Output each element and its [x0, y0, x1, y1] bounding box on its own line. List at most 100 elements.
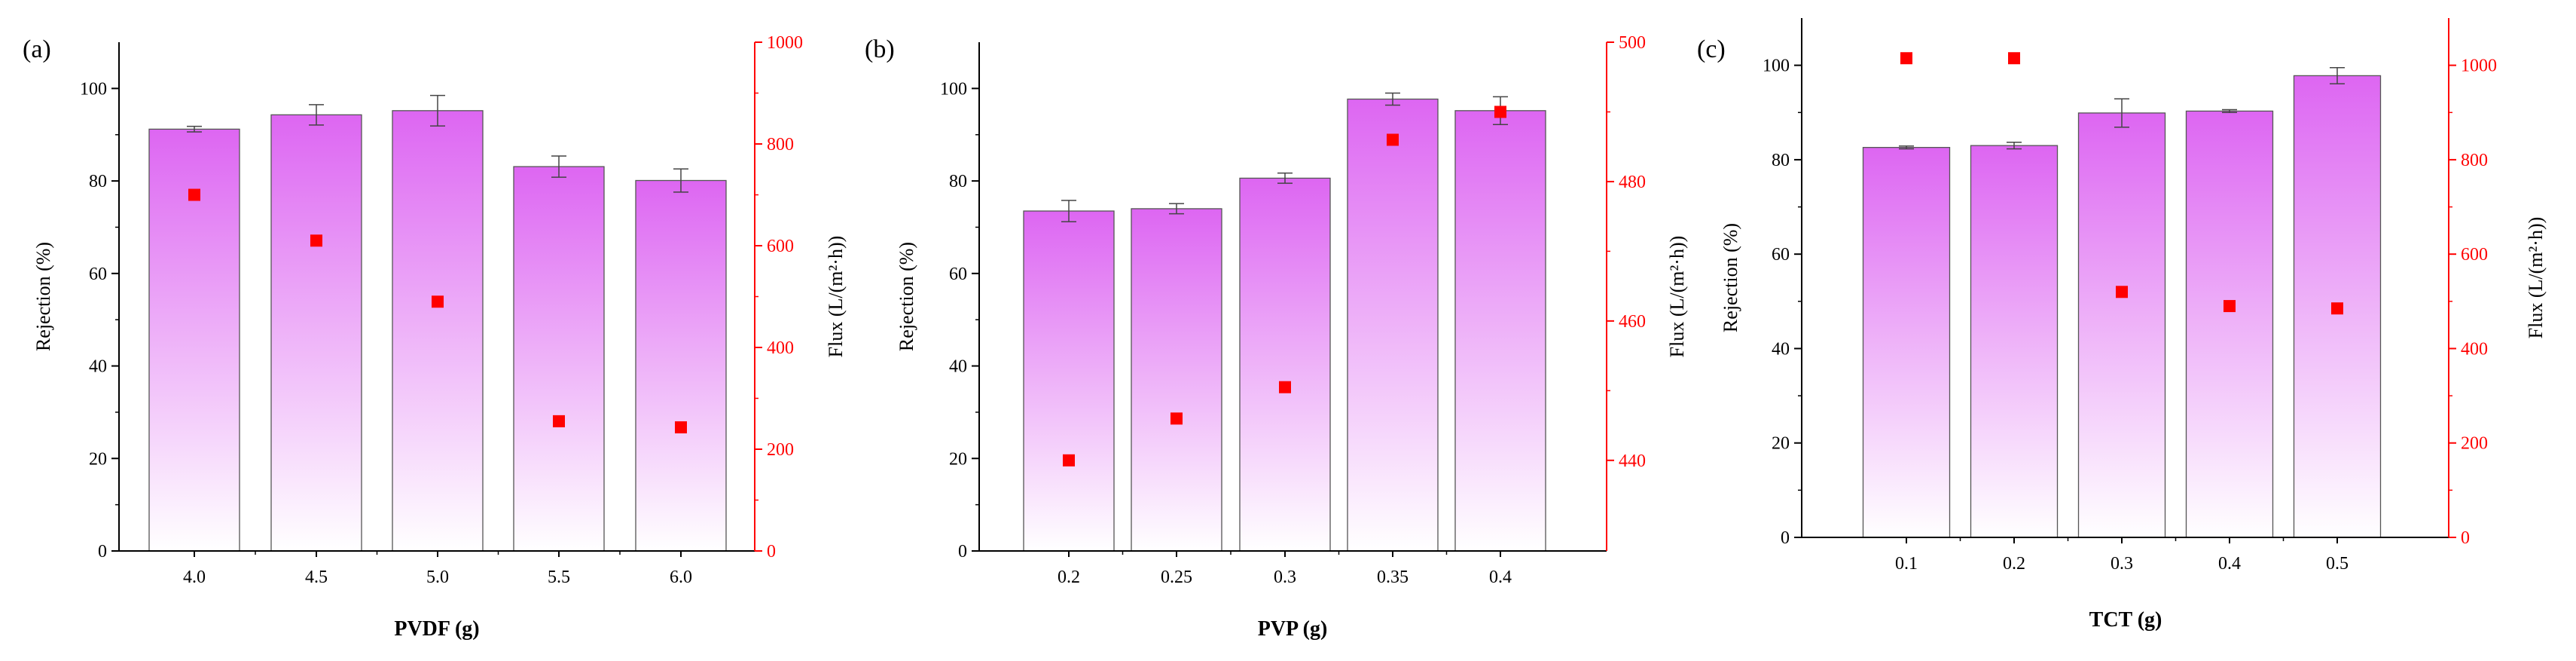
- error-bar: [2007, 141, 2022, 150]
- y2-tick-label: 200: [2461, 434, 2488, 454]
- flux-point: [1170, 412, 1183, 425]
- flux-point: [1387, 133, 1399, 146]
- x-tick-label: 5.5: [548, 568, 570, 587]
- y-tick-label: 20: [1772, 434, 1790, 454]
- flux-point: [2116, 286, 2128, 298]
- y-axis-title: Rejection (%): [896, 242, 917, 351]
- error-bar: [2330, 67, 2345, 84]
- y2-axis-title: Flux (L/(m²·h)): [2525, 217, 2547, 339]
- y2-axis-title: Flux (L/(m²·h)): [825, 236, 847, 358]
- y2-axis-title: Flux (L/(m²·h)): [1666, 236, 1688, 358]
- flux-point: [1063, 454, 1075, 467]
- error-bar: [187, 125, 202, 133]
- error-bar: [1277, 172, 1293, 184]
- y2-tick-label: 800: [2461, 151, 2488, 170]
- y2-tick-label: 800: [767, 135, 794, 155]
- flux-point: [2008, 52, 2020, 65]
- rejection-bar: [513, 166, 605, 552]
- flux-point: [1279, 381, 1291, 393]
- flux-point: [432, 295, 444, 308]
- chart-panel-2: 0 20 40 60 80 100 440 460 480 500 0.2 0.25 0.3 0.35 0.…: [865, 33, 1688, 641]
- x-tick-label: 4.0: [183, 568, 206, 587]
- flux-point: [675, 421, 687, 433]
- y-tick-label: 60: [1772, 245, 1790, 265]
- error-bar: [1169, 203, 1184, 215]
- flux-point: [188, 188, 200, 201]
- y2-tick-label: 1000: [767, 33, 803, 53]
- y-tick-label: 80: [89, 172, 107, 191]
- y-tick-label: 60: [89, 265, 107, 284]
- x-tick-label: 0.25: [1161, 568, 1192, 587]
- rejection-bar: [1239, 177, 1331, 552]
- y-tick-label: 40: [89, 357, 107, 377]
- y2-tick-label: 400: [767, 338, 794, 358]
- panel-label: (a): [23, 35, 51, 63]
- rejection-bar: [2077, 112, 2166, 538]
- x-axis-title: PVDF (g): [394, 617, 479, 641]
- y-tick-label: 0: [958, 542, 967, 562]
- rejection-bar: [1023, 210, 1115, 552]
- y2-tick-label: 0: [767, 542, 776, 562]
- y2-tick-label: 400: [2461, 339, 2488, 359]
- flux-point: [553, 415, 565, 427]
- x-tick-label: 0.4: [2218, 554, 2241, 574]
- y-tick-label: 80: [949, 172, 967, 191]
- rejection-bar: [2185, 110, 2274, 538]
- error-bar: [1899, 145, 1914, 150]
- rejection-bar: [1862, 146, 1951, 538]
- flux-point: [1900, 52, 1912, 65]
- y2-tick-label: 440: [1619, 451, 1646, 471]
- x-axis-title: PVP (g): [1258, 617, 1328, 641]
- y-tick-label: 0: [98, 542, 107, 562]
- y-tick-label: 40: [949, 357, 967, 377]
- x-tick-label: 6.0: [670, 568, 692, 587]
- x-tick-label: 0.4: [1489, 568, 1512, 587]
- y-tick-label: 40: [1772, 339, 1790, 359]
- x-tick-label: 0.2: [1058, 568, 1080, 587]
- error-bar: [1385, 92, 1400, 106]
- rejection-bar: [635, 179, 727, 552]
- rejection-bar: [1970, 145, 2059, 538]
- rejection-bar: [1347, 98, 1439, 552]
- x-tick-label: 0.35: [1377, 568, 1409, 587]
- y2-tick-label: 460: [1619, 312, 1646, 332]
- y-tick-label: 0: [1781, 528, 1790, 548]
- rejection-bar: [392, 110, 484, 552]
- x-tick-label: 4.5: [305, 568, 328, 587]
- x-tick-label: 0.2: [2003, 554, 2025, 574]
- y-tick-label: 100: [940, 79, 967, 99]
- error-bar: [1061, 200, 1076, 222]
- x-tick-label: 0.1: [1895, 554, 1918, 574]
- flux-point: [2223, 300, 2236, 313]
- error-bar: [430, 94, 445, 127]
- rejection-bar: [1131, 208, 1222, 552]
- y2-tick-label: 480: [1619, 173, 1646, 192]
- y2-tick-label: 1000: [2461, 57, 2497, 76]
- y-tick-label: 20: [89, 449, 107, 469]
- y2-tick-label: 200: [767, 440, 794, 460]
- panel-label: (b): [865, 35, 895, 63]
- flux-point: [2331, 302, 2343, 315]
- y-tick-label: 60: [949, 265, 967, 284]
- error-bar: [2114, 98, 2129, 128]
- x-axis-title: TCT (g): [2089, 608, 2162, 632]
- error-bar: [673, 168, 688, 193]
- error-bar: [2222, 109, 2237, 114]
- error-bar: [551, 155, 566, 178]
- flux-point: [1494, 106, 1506, 118]
- y-tick-label: 20: [949, 449, 967, 469]
- y-tick-label: 100: [80, 79, 107, 99]
- y2-tick-label: 600: [767, 237, 794, 256]
- y2-tick-label: 500: [1619, 33, 1646, 53]
- y-tick-label: 80: [1772, 151, 1790, 170]
- error-bar: [309, 104, 324, 126]
- flux-point: [310, 234, 322, 247]
- x-tick-label: 0.5: [2326, 554, 2349, 574]
- y-axis-title: Rejection (%): [32, 242, 54, 351]
- x-tick-label: 5.0: [426, 568, 449, 587]
- panel-label: (c): [1697, 35, 1726, 63]
